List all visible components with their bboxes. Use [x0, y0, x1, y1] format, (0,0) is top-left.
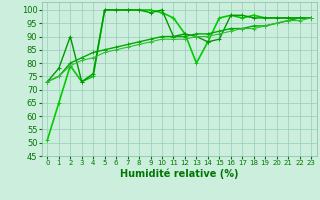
X-axis label: Humidité relative (%): Humidité relative (%) [120, 169, 238, 179]
